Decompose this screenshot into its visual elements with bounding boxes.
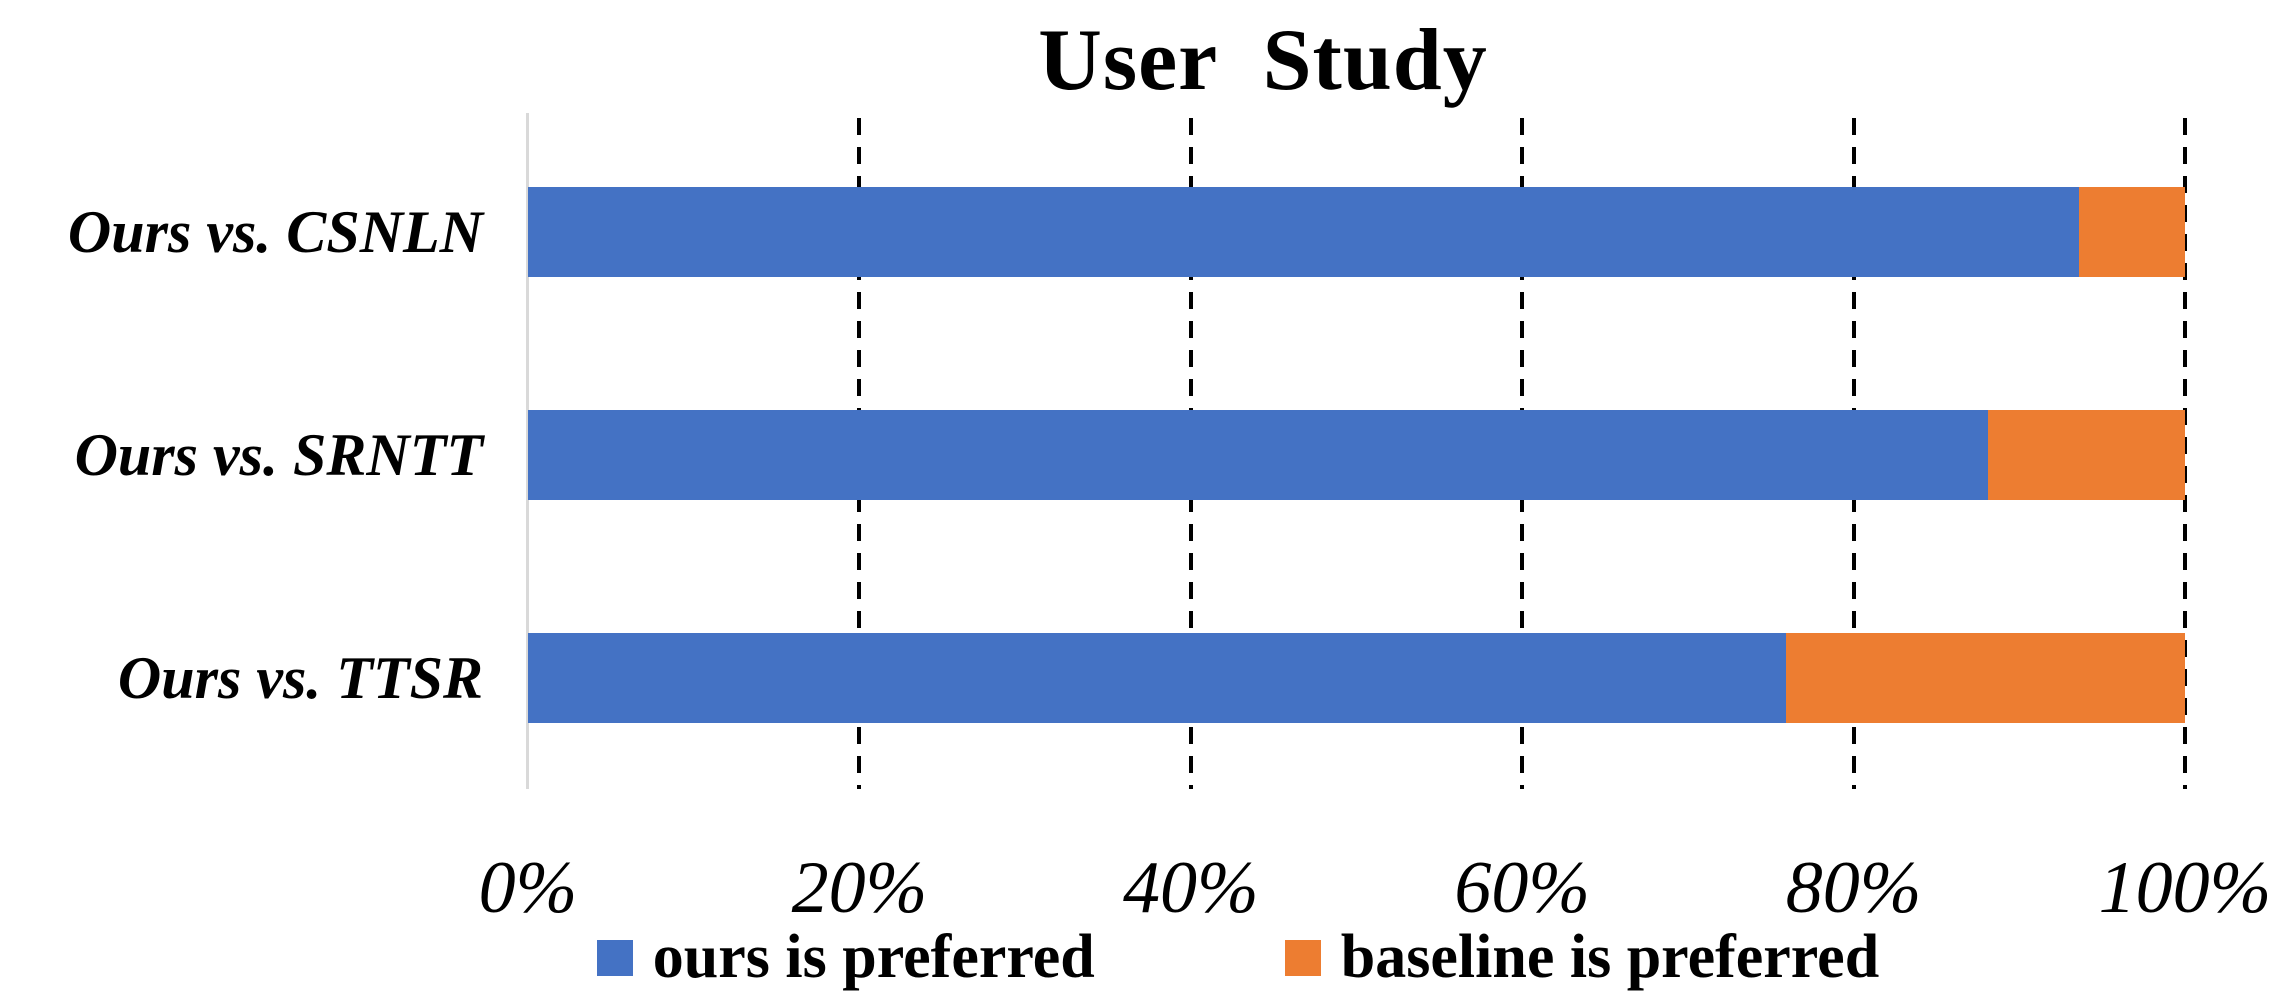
bar-segment-ours-csnln bbox=[528, 187, 2079, 277]
x-tick-0pct: 0% bbox=[478, 847, 578, 929]
bar-ours-vs-ttsr bbox=[528, 633, 2185, 723]
category-label-ours-vs-ttsr: Ours vs. TTSR bbox=[117, 644, 483, 711]
x-tick-40pct: 40% bbox=[1122, 847, 1259, 929]
legend-item-baseline: baseline is preferred bbox=[1284, 922, 1880, 993]
category-label-ours-vs-srntt: Ours vs. SRNTT bbox=[74, 421, 483, 488]
chart-title: User Study bbox=[1038, 12, 1488, 109]
x-tick-20pct: 20% bbox=[791, 847, 928, 929]
x-axis: 0% 20% 40% 60% 80% 100% bbox=[479, 836, 2272, 946]
bar-segment-baseline-csnln bbox=[2078, 187, 2185, 277]
x-tick-100pct: 100% bbox=[2098, 847, 2272, 929]
bar-ours-vs-csnln bbox=[528, 187, 2185, 277]
legend-item-ours: ours is preferred bbox=[596, 922, 1095, 993]
bar-segment-ours-srntt bbox=[528, 410, 1988, 500]
x-tick-80pct: 80% bbox=[1785, 847, 1922, 929]
bar-segment-baseline-srntt bbox=[1987, 410, 2185, 500]
legend-swatch-baseline-orange bbox=[1284, 939, 1321, 976]
gridline-100pct bbox=[2183, 118, 2187, 789]
bar-segment-ours-ttsr bbox=[528, 633, 1786, 723]
x-tick-60pct: 60% bbox=[1454, 847, 1591, 929]
bar-ours-vs-srntt bbox=[528, 410, 2185, 500]
y-axis-line bbox=[526, 113, 529, 789]
plot-area bbox=[526, 113, 2187, 789]
legend-label-ours: ours is preferred bbox=[652, 923, 1095, 991]
legend-label-baseline: baseline is preferred bbox=[1340, 923, 1880, 991]
legend-swatch-ours-blue bbox=[596, 939, 633, 976]
category-label-ours-vs-csnln: Ours vs. CSNLN bbox=[67, 198, 483, 265]
legend: ours is preferred baseline is preferred bbox=[0, 922, 2286, 993]
bar-segment-baseline-ttsr bbox=[1785, 633, 2185, 723]
